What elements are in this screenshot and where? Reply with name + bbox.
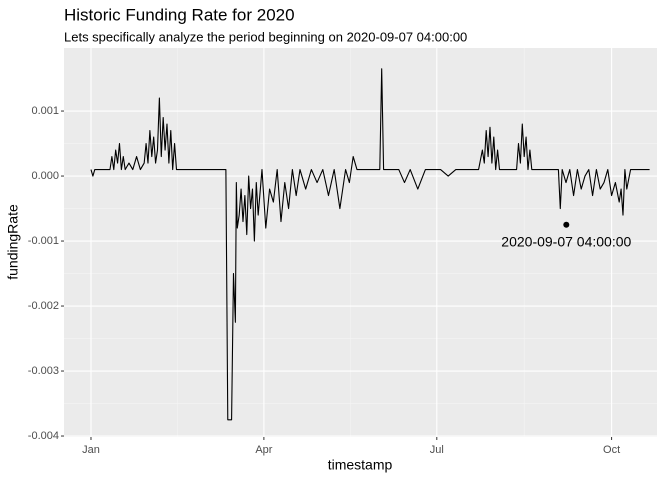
annotation-label: 2020-09-07 04:00:00 (501, 233, 631, 249)
x-axis-label: timestamp (328, 457, 393, 473)
y-tick-label: -0.004 (28, 430, 59, 442)
annotation-point (563, 221, 570, 228)
y-tick-label: 0.000 (31, 170, 59, 182)
y-tick-label: -0.003 (28, 365, 59, 377)
x-tick-label: Jul (430, 444, 444, 456)
x-tick-label: Oct (603, 444, 620, 456)
y-tick-label: 0.001 (31, 105, 59, 117)
x-tick-label: Jan (82, 444, 100, 456)
x-tick-label: Apr (255, 444, 272, 456)
data-line (90, 68, 650, 421)
y-tick-label: -0.002 (28, 300, 59, 312)
y-axis-label: fundingRate (5, 204, 21, 280)
plot-panel (64, 48, 657, 437)
chart-title: Historic Funding Rate for 2020 (64, 5, 295, 24)
chart-subtitle: Lets specifically analyze the period beg… (64, 29, 467, 44)
y-tick-label: -0.001 (28, 235, 59, 247)
